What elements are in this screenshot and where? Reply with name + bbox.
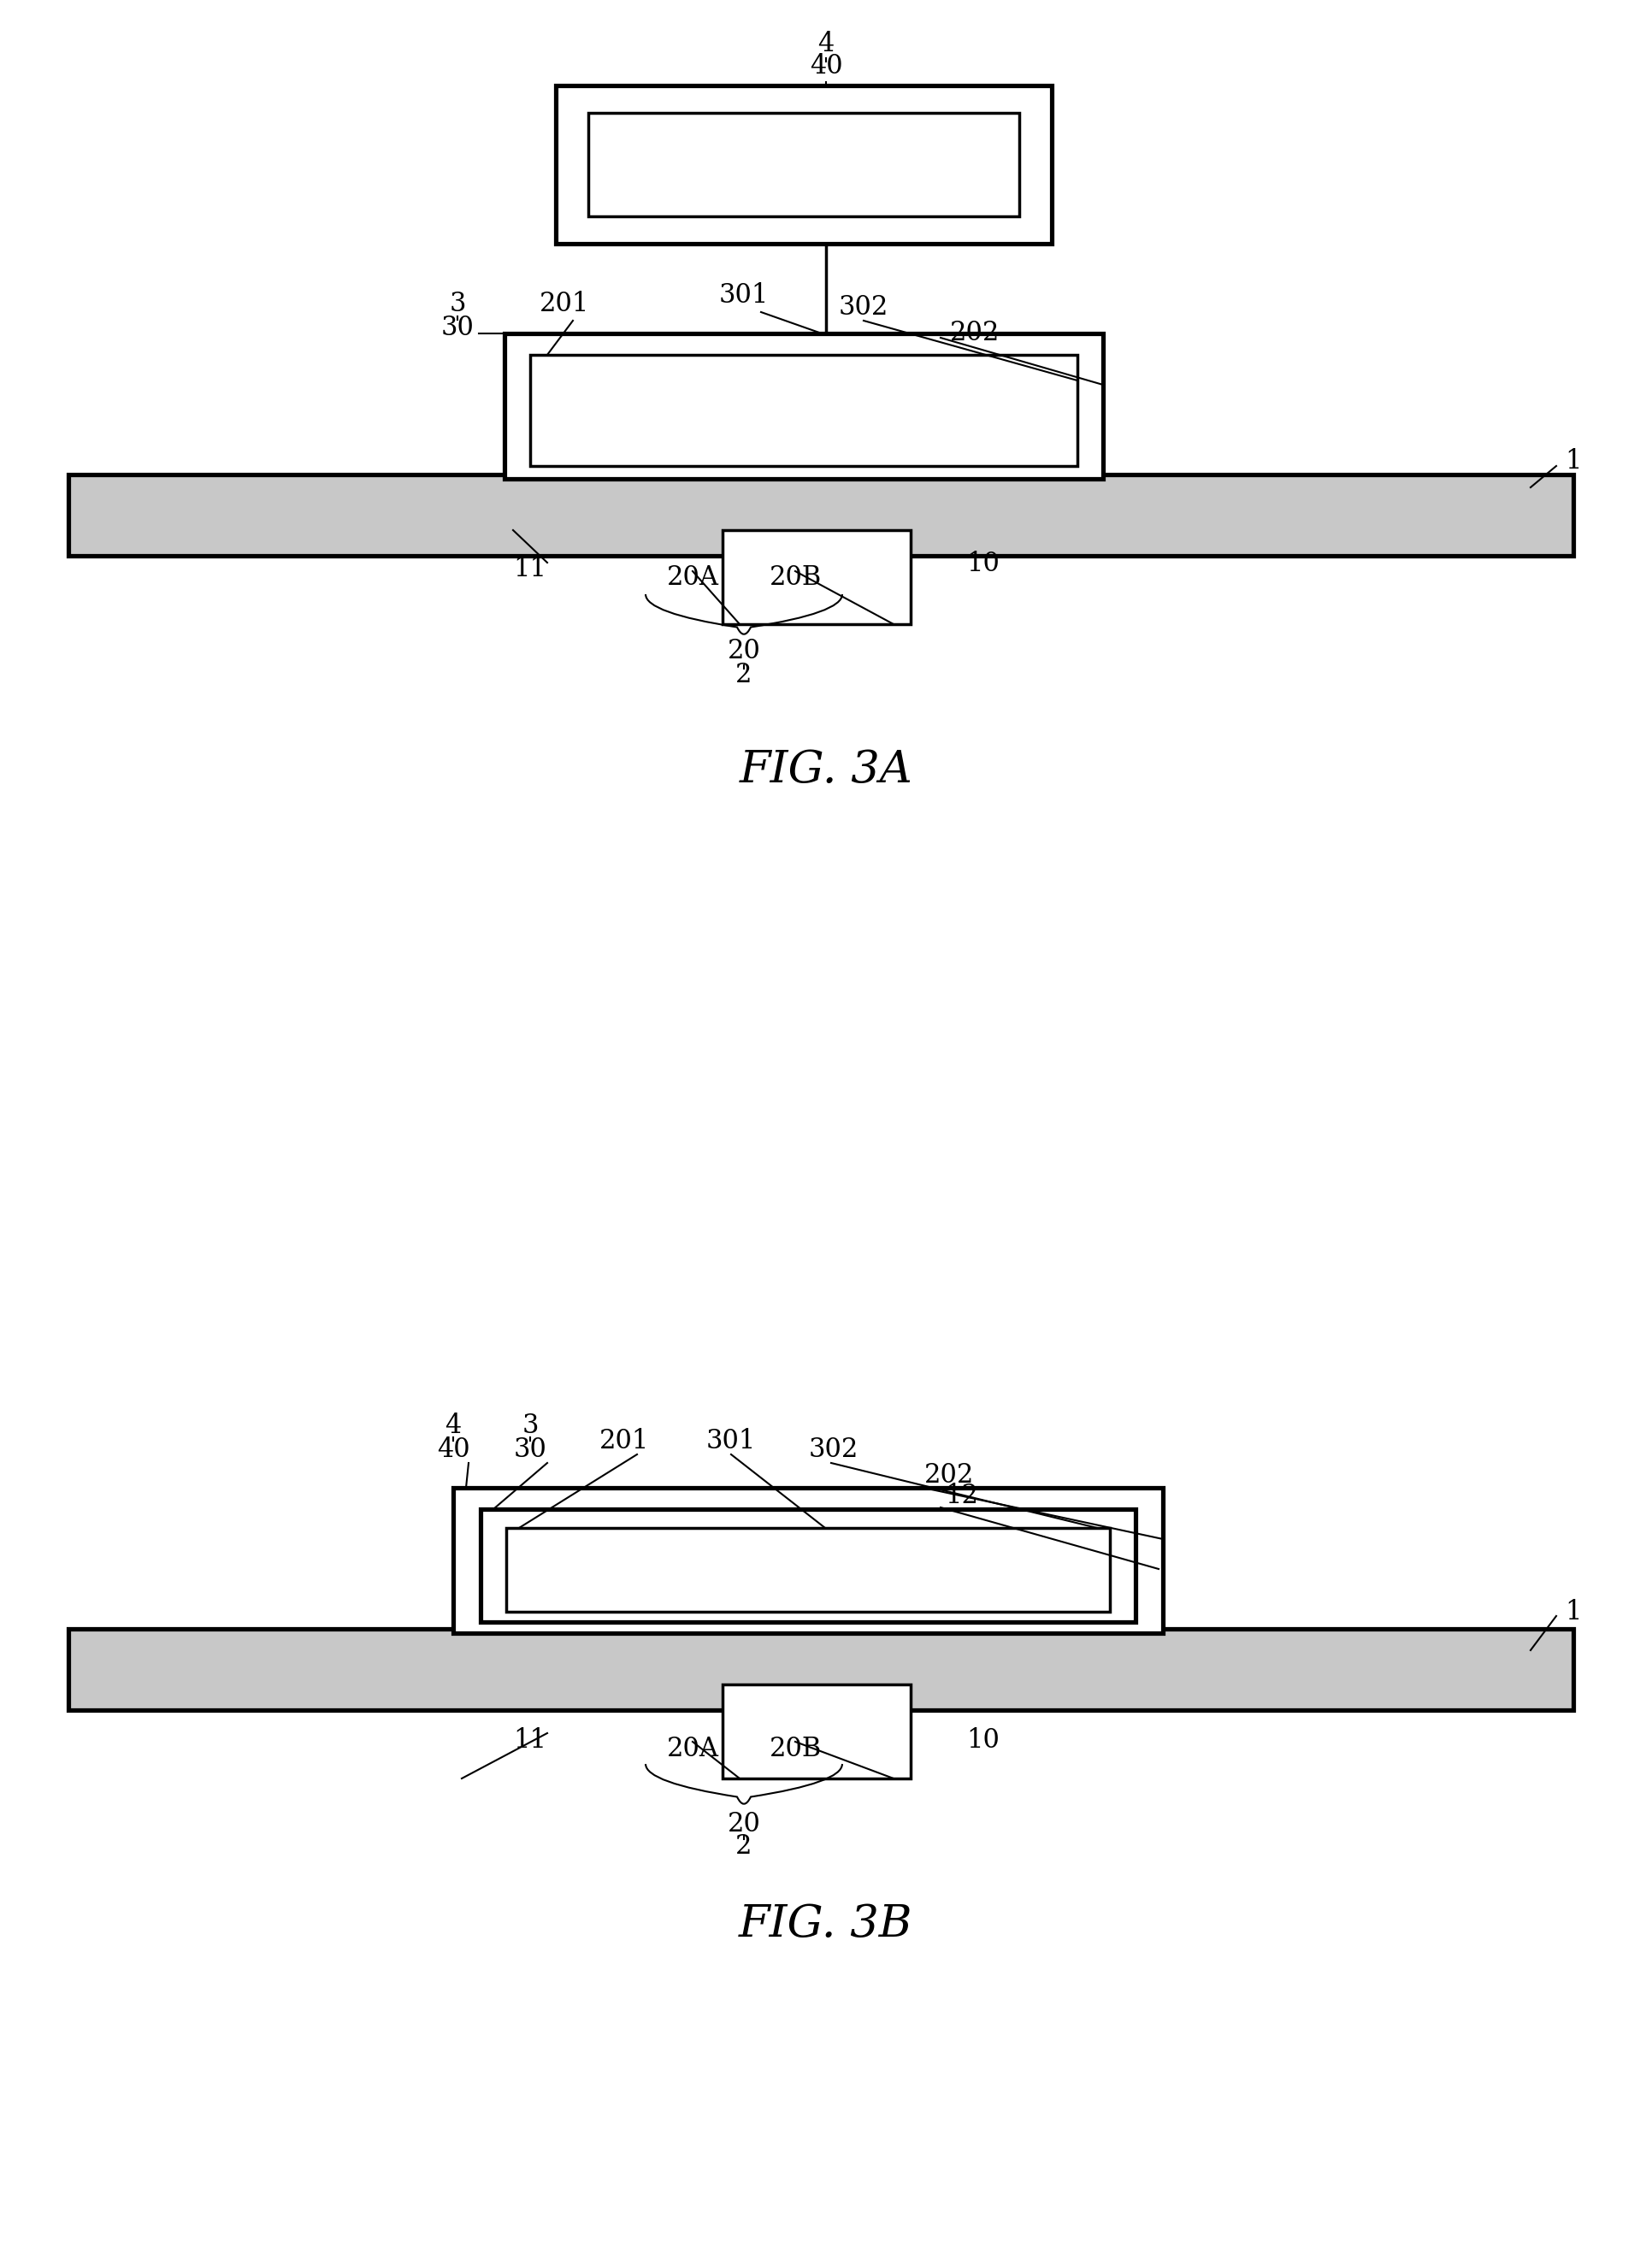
Bar <box>453 1489 1163 1633</box>
Text: 2: 2 <box>735 662 752 689</box>
Text: FIG. 3B: FIG. 3B <box>738 1902 914 1945</box>
Text: 30: 30 <box>441 314 474 341</box>
Bar <box>555 86 1052 244</box>
Text: 202: 202 <box>950 321 999 346</box>
Bar <box>506 1527 1110 1611</box>
Bar <box>722 531 910 623</box>
Bar <box>68 474 1573 556</box>
Text: 20B: 20B <box>770 1735 821 1762</box>
Bar <box>68 1629 1573 1710</box>
Text: FIG. 3A: FIG. 3A <box>738 748 914 791</box>
Text: 40: 40 <box>436 1437 469 1462</box>
Text: 3: 3 <box>449 291 466 316</box>
Bar <box>722 1685 910 1778</box>
Text: 10: 10 <box>966 551 999 578</box>
Text: 201: 201 <box>540 291 590 316</box>
Text: 301: 301 <box>719 282 768 307</box>
Bar <box>481 1509 1135 1622</box>
Text: 20A: 20A <box>666 1735 719 1762</box>
Text: 302: 302 <box>839 294 889 321</box>
Text: 10: 10 <box>966 1726 999 1753</box>
Text: 1: 1 <box>1564 1599 1581 1624</box>
Text: 4: 4 <box>444 1412 461 1439</box>
Text: 201: 201 <box>600 1428 649 1455</box>
Bar <box>504 334 1104 479</box>
Text: 2: 2 <box>735 1834 752 1859</box>
Text: 20B: 20B <box>770 565 821 590</box>
Bar <box>588 113 1019 217</box>
Text: 11: 11 <box>514 1726 547 1753</box>
Text: 20: 20 <box>727 1809 760 1837</box>
Text: 30: 30 <box>514 1437 547 1462</box>
Text: 20A: 20A <box>666 565 719 590</box>
Text: 12: 12 <box>945 1484 978 1509</box>
Text: 20: 20 <box>727 639 760 664</box>
Text: 4: 4 <box>818 32 834 59</box>
Text: 301: 301 <box>705 1428 757 1455</box>
Text: 40: 40 <box>809 54 843 79</box>
Text: 3: 3 <box>522 1412 539 1439</box>
Bar <box>530 355 1077 465</box>
Text: 1: 1 <box>1564 450 1581 474</box>
Text: 202: 202 <box>923 1462 975 1489</box>
Text: 302: 302 <box>809 1437 859 1462</box>
Text: 11: 11 <box>514 556 547 583</box>
